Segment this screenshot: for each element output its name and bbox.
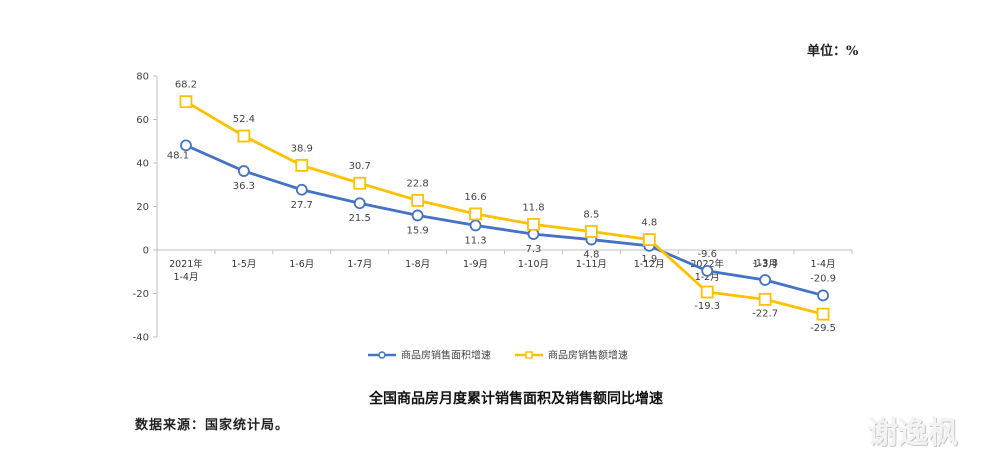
square-marker-icon (411, 194, 425, 207)
data-label: -13.8 (752, 258, 778, 269)
square-marker-icon (700, 285, 714, 299)
data-label: -22.7 (752, 308, 778, 319)
watermark: 谢逸枫 (868, 416, 958, 451)
data-label: 22.8 (406, 178, 428, 189)
circle-marker-icon (295, 183, 308, 196)
square-marker-icon (295, 158, 309, 172)
square-marker-icon (758, 292, 772, 306)
x-axis: 2021年 1-4月 1-5月 1-6月 1-7月 1-8月 1-9月 1-10月 1-11月 1… (157, 249, 853, 283)
unit-label: 单位：% (807, 44, 859, 59)
data-labels: 48.1 36.3 27.7 21.5 15.9 11.3 7.3 4.8 1.9 -9.6 -13… (167, 80, 836, 334)
circle-marker-icon (701, 264, 714, 277)
chart-caption: 全国商品房月度累计销售面积及销售额同比增速 (369, 391, 663, 407)
series-line (185, 144, 824, 297)
x-category-label: 1-5月 (231, 259, 256, 270)
square-marker-icon (816, 307, 830, 321)
circle-marker-icon (817, 289, 829, 302)
x-category-label: 1-7月 (347, 259, 372, 270)
data-label: -19.3 (694, 301, 720, 312)
data-label: -9.6 (697, 249, 717, 260)
circle-marker-icon (759, 274, 772, 286)
data-label: 68.2 (175, 80, 197, 91)
data-label: 8.5 (583, 210, 599, 221)
circle-marker-icon (469, 219, 482, 232)
data-label: 16.6 (464, 192, 486, 203)
circle-marker-icon (237, 165, 250, 177)
y-tick-label: -20 (133, 289, 149, 300)
y-tick-label: 80 (136, 72, 149, 83)
square-marker-icon (642, 233, 656, 246)
line-chart: 80 60 40 20 0 -20 -40 2021年 1-4月 1-5月 1-6月 1-7月 1-8… (133, 72, 853, 362)
data-label: 4.8 (583, 250, 599, 261)
y-tick-label: 0 (143, 246, 149, 257)
square-marker-icon (584, 225, 598, 238)
x-category-label: 1-10月 (518, 259, 549, 270)
y-axis: 80 60 40 20 0 -20 -40 (133, 72, 158, 344)
y-tick-label: 40 (136, 159, 149, 170)
x-category-label: 1-11月 (576, 259, 607, 270)
data-label: 21.5 (349, 213, 371, 224)
data-source: 数据来源：国家统计局。 (135, 418, 290, 433)
legend: 商品房销售面积增速 商品房销售额增速 (368, 349, 628, 362)
legend-label: 商品房销售面积增速 (401, 349, 491, 362)
data-label: 38.9 (291, 143, 313, 154)
circle-marker-icon (180, 139, 192, 152)
circle-marker-icon (353, 197, 366, 210)
data-label: 27.7 (291, 200, 313, 211)
legend-circle-icon (378, 351, 386, 359)
y-tick-label: 20 (136, 202, 149, 213)
x-category-label: 2021年 (169, 258, 203, 270)
data-label: 36.3 (233, 181, 255, 192)
series-lines (179, 95, 830, 321)
legend-label: 商品房销售额增速 (548, 349, 628, 362)
data-label: 7.3 (526, 244, 542, 255)
data-label: 15.9 (406, 225, 428, 236)
x-category-label: 1-3月 (753, 259, 778, 270)
x-category-label: 1-2月 (695, 272, 720, 283)
x-category-label: 1-8月 (405, 259, 430, 270)
x-category-label: 1-12月 (634, 259, 665, 270)
data-label: -20.9 (810, 273, 836, 284)
data-label: -29.5 (810, 323, 836, 334)
x-category-label: 1-4月 (173, 272, 198, 283)
data-label: 1.9 (641, 254, 657, 265)
legend-square-icon (525, 351, 533, 359)
square-marker-icon (179, 95, 193, 109)
y-tick-label: 60 (136, 115, 149, 126)
square-marker-icon (353, 176, 367, 190)
series-line (185, 100, 824, 316)
square-marker-icon (527, 217, 540, 231)
data-label: 30.7 (349, 161, 371, 172)
y-tick-label: -40 (133, 333, 149, 344)
data-label: 11.8 (522, 202, 544, 213)
x-category-label: 1-9月 (463, 259, 488, 270)
data-label: 48.1 (167, 150, 189, 161)
square-marker-icon (237, 129, 251, 143)
circle-marker-icon (411, 209, 424, 222)
x-category-label: 1-6月 (289, 259, 314, 270)
data-label: 4.8 (641, 218, 657, 229)
x-category-label: 1-4月 (811, 259, 836, 270)
square-marker-icon (469, 207, 482, 221)
data-label: 11.3 (464, 235, 486, 246)
data-label: 52.4 (233, 114, 255, 125)
